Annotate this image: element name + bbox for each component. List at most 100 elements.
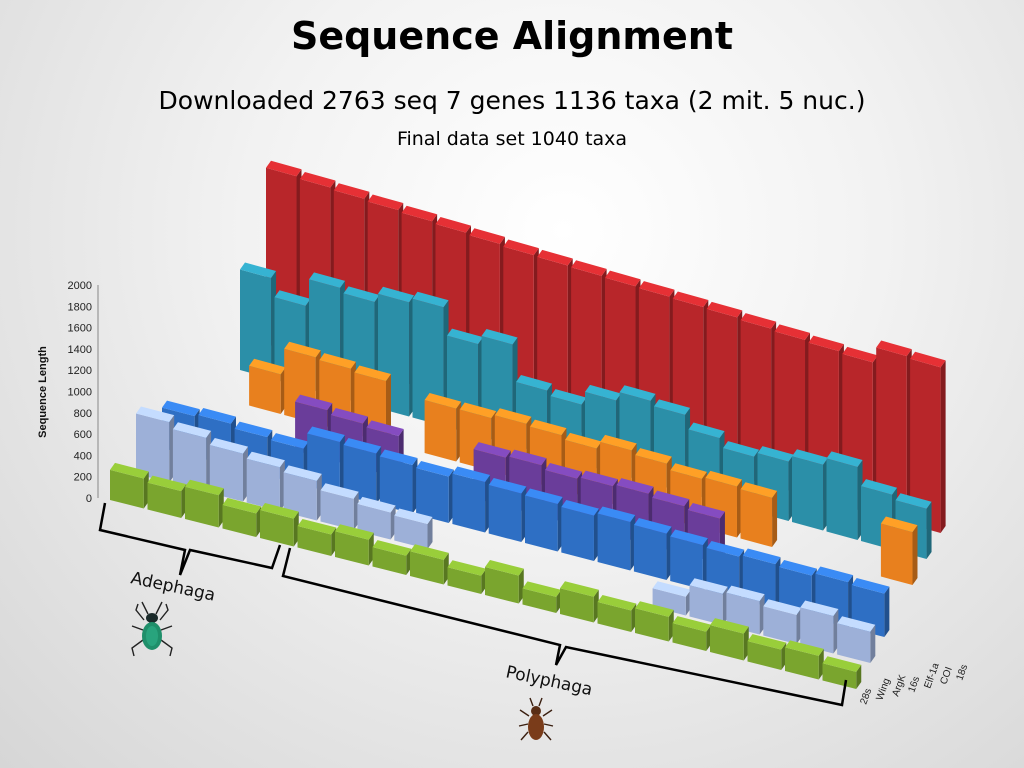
bar-top-face <box>652 490 690 507</box>
bar-top-face <box>740 313 777 329</box>
bar-top-face <box>710 618 749 634</box>
adephaga-bracket <box>98 502 282 576</box>
bar-top-face <box>516 375 553 391</box>
bar-front-face <box>110 469 144 509</box>
bar-top-face <box>222 497 262 514</box>
bar-front-face <box>785 647 819 680</box>
bar-top-face <box>435 217 472 233</box>
bar-top-face <box>416 461 454 477</box>
bar-top-face <box>209 438 249 454</box>
bar-top-face <box>747 634 787 650</box>
bar-top-face <box>851 578 890 594</box>
bar-28s-11 <box>522 581 562 614</box>
bar-top-face <box>638 281 675 297</box>
bar-28s-10 <box>485 560 524 604</box>
bar-front-face <box>740 320 772 486</box>
bar-top-face <box>616 478 654 494</box>
bar-front-face <box>672 623 707 652</box>
bars-layer <box>110 160 946 690</box>
y-tick-label: 0 <box>86 493 92 505</box>
bar-front-face <box>837 623 871 664</box>
bar-top-face <box>742 548 781 565</box>
bar-front-face <box>710 625 744 661</box>
bar-top-face <box>410 544 449 560</box>
group-brackets <box>98 502 848 707</box>
bar-top-face <box>571 260 607 276</box>
bar-top-face <box>284 341 321 358</box>
bar-front-face <box>910 358 941 534</box>
bar-top-face <box>635 601 674 617</box>
bar-top-face <box>481 328 518 345</box>
bar-top-face <box>485 560 524 576</box>
bar-side-face <box>884 586 890 638</box>
series-label-argk: ArgK <box>890 673 908 698</box>
bar-front-face <box>447 567 482 595</box>
bar-front-face <box>635 608 669 642</box>
bar-top-face <box>320 483 359 499</box>
bar-top-face <box>366 420 404 436</box>
bar-front-face <box>740 489 773 548</box>
bar-top-face <box>246 451 285 468</box>
polyphaga-bracket <box>281 547 848 707</box>
bar-top-face <box>705 470 742 487</box>
bar-top-face <box>299 171 336 188</box>
y-tick-label: 600 <box>74 429 92 441</box>
bar-side-face <box>870 624 876 664</box>
bar-front-face <box>320 490 354 531</box>
bar-top-face <box>635 448 672 464</box>
bar-top-face <box>895 493 932 509</box>
bar-28s-6 <box>335 524 374 566</box>
bar-top-face <box>379 449 418 466</box>
bar-front-face <box>136 413 170 483</box>
bar-coi-16 <box>792 449 829 531</box>
bar-top-face <box>670 529 708 546</box>
bar-top-face <box>545 463 583 479</box>
bar-front-face <box>222 504 257 538</box>
bar-top-face <box>283 465 322 481</box>
bar-front-face <box>792 456 824 531</box>
bar-argk-8 <box>452 466 491 533</box>
bar-argk-10 <box>525 488 563 552</box>
y-tick-label: 200 <box>74 472 92 484</box>
bar-top-face <box>309 272 346 288</box>
bar-side-face <box>856 664 862 690</box>
bar-top-face <box>826 451 863 467</box>
bar-front-face <box>485 567 519 604</box>
bar-top-face <box>842 346 878 363</box>
bar-top-face <box>740 482 778 498</box>
bar-28s-14 <box>635 601 674 642</box>
bar-top-face <box>808 335 844 352</box>
bar-top-face <box>525 488 563 505</box>
bar-front-face <box>876 347 907 524</box>
bar-coi-0 <box>240 262 277 379</box>
bar-top-face <box>670 463 707 479</box>
bar-front-face <box>822 663 857 690</box>
bar-front-face <box>416 468 449 524</box>
bar-front-face <box>412 298 444 427</box>
bar-top-face <box>537 249 573 266</box>
bar-top-face <box>822 656 862 672</box>
bar-front-face <box>246 458 280 512</box>
bar-front-face <box>343 444 377 505</box>
bar-top-face <box>249 358 286 375</box>
bar-top-face <box>367 194 404 211</box>
bar-top-face <box>800 600 839 617</box>
bar-top-face <box>447 328 484 345</box>
bar-top-face <box>503 239 539 256</box>
bar-top-face <box>394 508 433 525</box>
bar-wing-7 <box>394 508 433 550</box>
bar-top-face <box>401 205 438 222</box>
bar-top-face <box>619 385 656 401</box>
bar-front-face <box>560 588 594 623</box>
bar-top-face <box>343 286 380 302</box>
bar-top-face <box>757 446 794 462</box>
bar-front-face <box>394 515 428 550</box>
bar-top-face <box>412 291 449 308</box>
bar-elf-1a-1 <box>249 358 286 415</box>
bar-front-face <box>249 365 281 415</box>
bar-argk-7 <box>416 461 454 524</box>
bar-top-face <box>488 477 527 494</box>
bar-wing-19 <box>837 616 876 664</box>
slide-title: Sequence Alignment <box>290 14 734 58</box>
